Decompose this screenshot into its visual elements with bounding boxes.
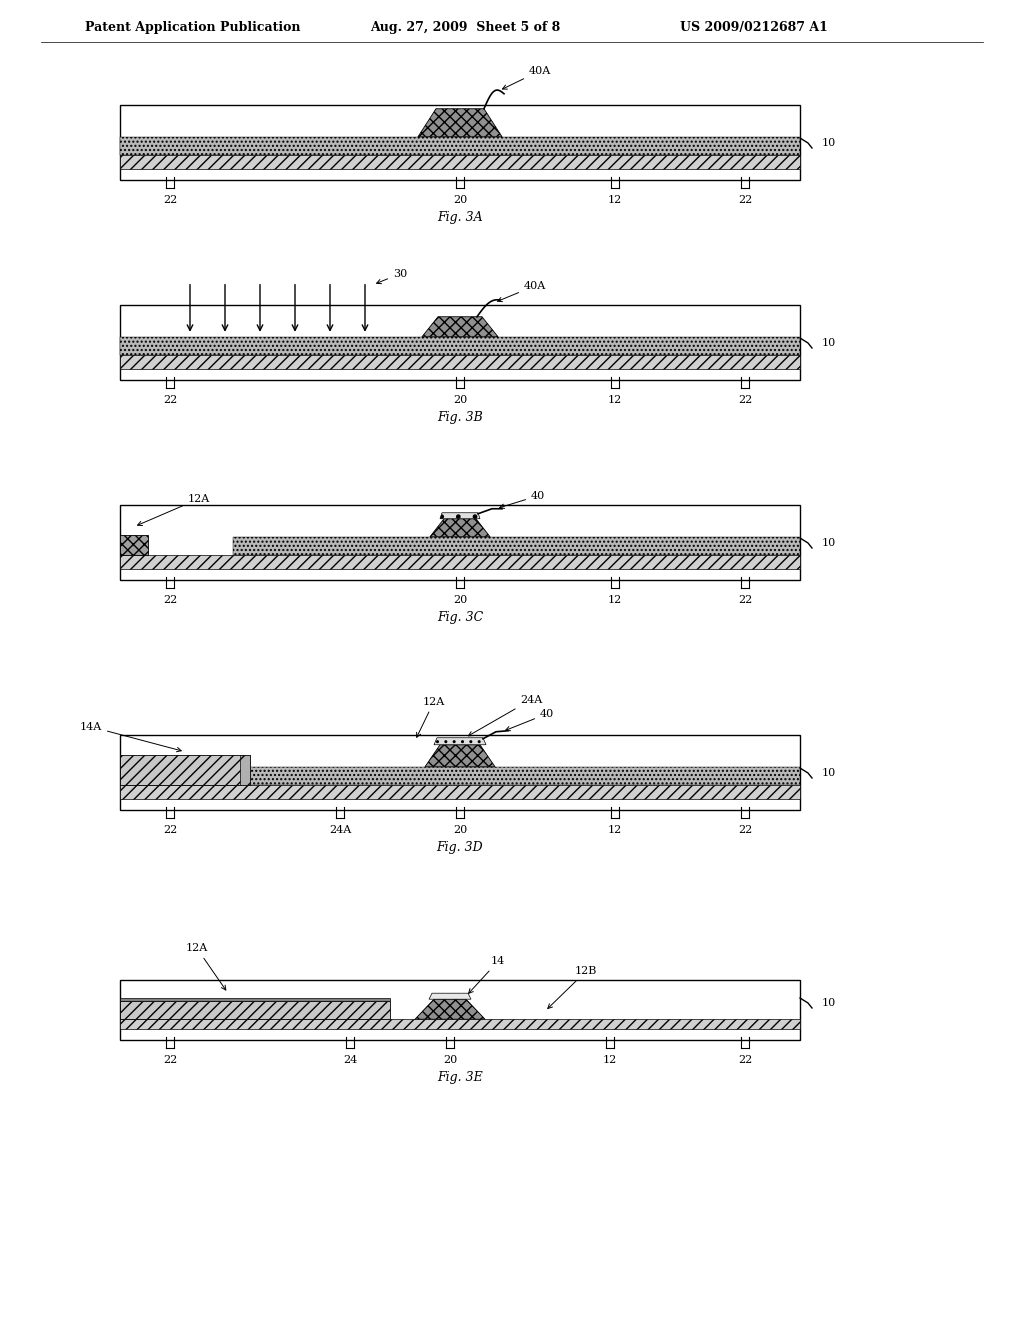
Bar xyxy=(120,785,800,799)
Text: 14: 14 xyxy=(469,956,505,994)
Bar xyxy=(120,735,800,810)
Text: 10: 10 xyxy=(822,139,837,148)
Text: 22: 22 xyxy=(738,195,752,205)
Text: 12: 12 xyxy=(608,395,623,405)
Polygon shape xyxy=(422,317,498,337)
Text: Fig. 3D: Fig. 3D xyxy=(436,842,483,854)
Polygon shape xyxy=(430,519,490,537)
Text: 22: 22 xyxy=(738,825,752,836)
Text: 20: 20 xyxy=(453,395,467,405)
Bar xyxy=(120,337,800,355)
Text: 24A: 24A xyxy=(329,825,351,836)
Text: 12: 12 xyxy=(608,195,623,205)
Text: 24A: 24A xyxy=(468,694,543,735)
Bar xyxy=(120,755,250,785)
Text: 40: 40 xyxy=(500,491,545,508)
Text: 22: 22 xyxy=(163,1055,177,1065)
Text: 10: 10 xyxy=(822,998,837,1008)
Text: Fig. 3A: Fig. 3A xyxy=(437,211,482,224)
Text: Aug. 27, 2009  Sheet 5 of 8: Aug. 27, 2009 Sheet 5 of 8 xyxy=(370,21,560,33)
Polygon shape xyxy=(415,999,485,1019)
Text: 22: 22 xyxy=(738,395,752,405)
Text: 30: 30 xyxy=(377,269,408,284)
Text: 22: 22 xyxy=(163,825,177,836)
Text: 12: 12 xyxy=(608,825,623,836)
Polygon shape xyxy=(440,512,480,519)
Bar xyxy=(120,1019,800,1030)
Bar xyxy=(120,554,800,569)
Text: 22: 22 xyxy=(163,595,177,605)
Text: 22: 22 xyxy=(163,195,177,205)
Bar xyxy=(120,506,800,579)
Text: 20: 20 xyxy=(453,595,467,605)
Bar xyxy=(120,535,148,554)
Text: 22: 22 xyxy=(738,595,752,605)
Text: 12B: 12B xyxy=(548,966,597,1008)
Text: 40: 40 xyxy=(506,709,554,731)
Bar xyxy=(120,998,390,1001)
Polygon shape xyxy=(434,738,486,744)
Text: 12A: 12A xyxy=(185,944,226,990)
Polygon shape xyxy=(418,108,502,137)
Text: 12: 12 xyxy=(603,1055,617,1065)
Polygon shape xyxy=(425,744,495,767)
Text: 12: 12 xyxy=(608,595,623,605)
Bar xyxy=(120,305,800,380)
Bar xyxy=(120,154,800,169)
Bar xyxy=(240,755,250,785)
Text: US 2009/0212687 A1: US 2009/0212687 A1 xyxy=(680,21,827,33)
Text: 40A: 40A xyxy=(503,66,551,90)
Bar xyxy=(120,355,800,368)
Text: 40A: 40A xyxy=(498,281,546,302)
Text: 10: 10 xyxy=(822,768,837,777)
Bar xyxy=(120,1001,390,1019)
Text: 10: 10 xyxy=(822,338,837,348)
Text: 10: 10 xyxy=(822,539,837,548)
Text: 24: 24 xyxy=(343,1055,357,1065)
Text: Fig. 3C: Fig. 3C xyxy=(437,611,483,624)
Text: 22: 22 xyxy=(738,1055,752,1065)
Text: 12A: 12A xyxy=(137,494,210,525)
Bar xyxy=(233,537,800,554)
Text: 20: 20 xyxy=(453,825,467,836)
Bar xyxy=(120,106,800,180)
Text: Fig. 3B: Fig. 3B xyxy=(437,412,483,425)
Text: 14A: 14A xyxy=(80,722,181,752)
Text: 20: 20 xyxy=(453,195,467,205)
Text: 22: 22 xyxy=(163,395,177,405)
Bar xyxy=(120,137,800,154)
Bar xyxy=(250,767,800,785)
Text: Patent Application Publication: Patent Application Publication xyxy=(85,21,300,33)
Polygon shape xyxy=(429,993,471,999)
Text: Fig. 3E: Fig. 3E xyxy=(437,1072,483,1085)
Text: 12A: 12A xyxy=(417,697,445,738)
Bar xyxy=(120,979,800,1040)
Text: 20: 20 xyxy=(442,1055,457,1065)
